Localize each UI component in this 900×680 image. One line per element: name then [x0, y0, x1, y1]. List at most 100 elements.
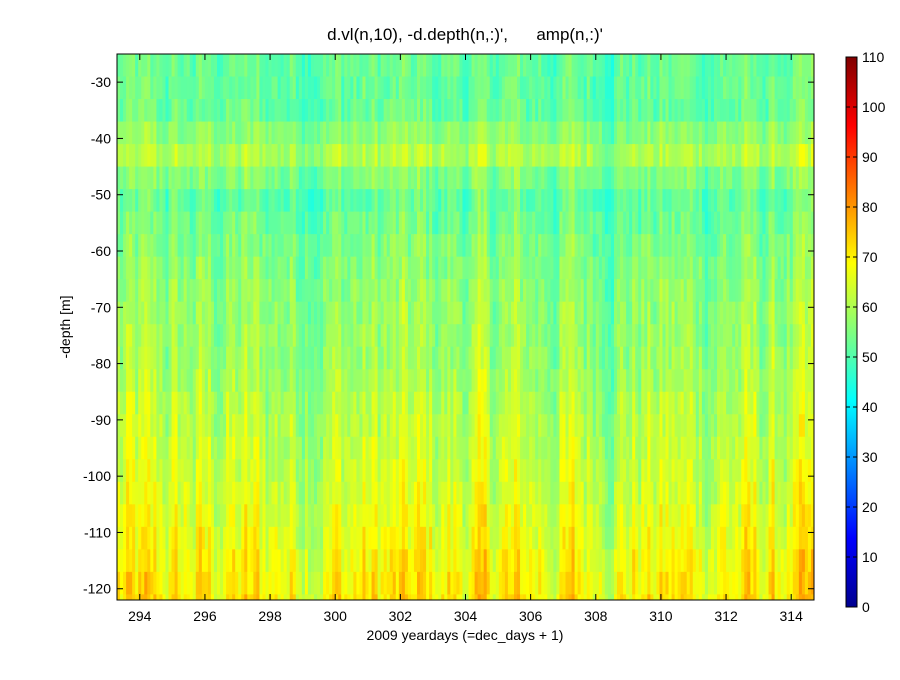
heatmap-cell [465, 414, 470, 438]
heatmap-cell [689, 436, 694, 460]
heatmap-cell [371, 189, 376, 213]
heatmap-cell [695, 369, 700, 393]
heatmap-cell [620, 346, 624, 370]
heatmap-cell [420, 301, 424, 325]
heatmap-cell [498, 279, 503, 303]
heatmap-cell [271, 234, 276, 258]
heatmap-cell [513, 144, 518, 168]
heatmap-cell [368, 526, 373, 550]
heatmap-cell [695, 144, 700, 168]
heatmap-cell [541, 481, 545, 505]
heatmap-cell [223, 211, 227, 235]
heatmap-cell [310, 256, 315, 280]
heatmap-cell [359, 54, 364, 78]
heatmap-cell [374, 346, 379, 370]
heatmap-cell [344, 211, 348, 235]
heatmap-cell [535, 391, 539, 415]
heatmap-cell [535, 369, 539, 393]
heatmap-cell [501, 211, 506, 235]
heatmap-cell [623, 414, 627, 438]
heatmap-cell [568, 76, 573, 100]
heatmap-cell [671, 301, 676, 325]
heatmap-cell [532, 594, 536, 600]
heatmap-cell [280, 76, 285, 100]
heatmap-cell [701, 504, 706, 528]
heatmap-cell [201, 391, 206, 415]
heatmap-cell [541, 369, 545, 393]
heatmap-cell [374, 121, 379, 145]
heatmap-cell [714, 436, 718, 460]
heatmap-cell [507, 99, 512, 123]
heatmap-cell [280, 189, 285, 213]
heatmap-cell [698, 301, 703, 325]
heatmap-cell [635, 234, 639, 258]
heatmap-cell [617, 414, 621, 438]
heatmap-cell [613, 189, 618, 213]
heatmap-cell [180, 504, 185, 528]
heatmap-cell [320, 54, 324, 78]
heatmap-cell [383, 121, 388, 145]
heatmap-cell [717, 324, 721, 348]
heatmap-cell [635, 346, 639, 370]
heatmap-cell [289, 301, 294, 325]
heatmap-cell [229, 76, 233, 100]
heatmap-cell [304, 256, 309, 280]
heatmap-cell [304, 166, 309, 190]
heatmap-cell [298, 436, 303, 460]
heatmap-cell [386, 481, 391, 505]
heatmap-cell [298, 99, 303, 123]
heatmap-cell [413, 481, 418, 505]
heatmap-cell [201, 549, 206, 573]
heatmap-cell [198, 459, 203, 483]
heatmap-cell [147, 256, 151, 280]
heatmap-cell [417, 211, 421, 235]
heatmap-cell [586, 571, 591, 595]
heatmap-cell [465, 504, 470, 528]
heatmap-cell [295, 324, 300, 348]
heatmap-cell [362, 166, 367, 190]
heatmap-cell [620, 76, 624, 100]
heatmap-cell [404, 121, 409, 145]
heatmap-cell [347, 414, 351, 438]
heatmap-cell [426, 301, 430, 325]
heatmap-cell [174, 121, 179, 145]
heatmap-cell [695, 481, 700, 505]
heatmap-cell [526, 121, 530, 145]
heatmap-cell [450, 99, 454, 123]
heatmap-cell [686, 504, 691, 528]
heatmap-cell [520, 99, 524, 123]
heatmap-cell [565, 414, 570, 438]
heatmap-cell [238, 346, 242, 370]
heatmap-cell [174, 144, 179, 168]
heatmap-cell [417, 436, 421, 460]
heatmap-cell [204, 144, 209, 168]
heatmap-cell [380, 526, 385, 550]
heatmap-cell [501, 369, 506, 393]
heatmap-cell [392, 324, 397, 348]
heatmap-cell [686, 369, 691, 393]
heatmap-cell [420, 571, 424, 595]
heatmap-cell [350, 99, 354, 123]
heatmap-cell [665, 504, 670, 528]
heatmap-cell [523, 481, 527, 505]
heatmap-cell [695, 526, 700, 550]
heatmap-cell [365, 571, 370, 595]
heatmap-cell [668, 279, 673, 303]
heatmap-cell [398, 436, 403, 460]
heatmap-cell [477, 54, 482, 78]
heatmap-cell [241, 144, 245, 168]
heatmap-cell [244, 346, 248, 370]
heatmap-cell [120, 324, 124, 348]
heatmap-cell [126, 436, 130, 460]
heatmap-cell [668, 436, 673, 460]
heatmap-cell [635, 54, 639, 78]
heatmap-cell [135, 279, 139, 303]
heatmap-cell [177, 594, 182, 600]
heatmap-cell [292, 189, 297, 213]
heatmap-cell [444, 369, 448, 393]
heatmap-cell [165, 481, 170, 505]
heatmap-cell [295, 234, 300, 258]
heatmap-cell [429, 549, 433, 573]
heatmap-cell [641, 301, 645, 325]
heatmap-cell [556, 504, 561, 528]
